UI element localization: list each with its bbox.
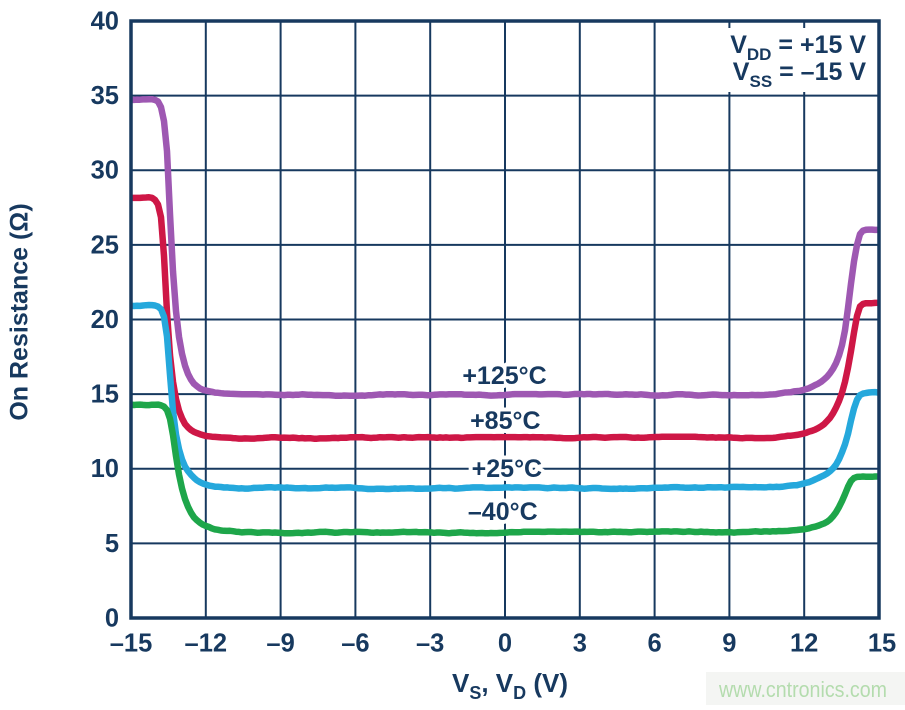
svg-text:15: 15 xyxy=(91,381,119,409)
svg-text:10: 10 xyxy=(91,455,119,483)
svg-text:+25°C: +25°C xyxy=(472,455,542,483)
svg-text:35: 35 xyxy=(91,82,119,110)
svg-text:3: 3 xyxy=(573,630,587,658)
svg-text:5: 5 xyxy=(105,530,119,558)
svg-text:On Resistance (Ω): On Resistance (Ω) xyxy=(6,203,34,420)
svg-text:–6: –6 xyxy=(341,630,369,658)
svg-text:0: 0 xyxy=(105,604,119,632)
svg-text:+125°C: +125°C xyxy=(462,362,546,390)
svg-text:9: 9 xyxy=(722,630,736,658)
svg-text:15: 15 xyxy=(868,630,896,658)
svg-text:–9: –9 xyxy=(266,630,294,658)
svg-text:0: 0 xyxy=(498,630,512,658)
svg-text:–12: –12 xyxy=(185,630,228,658)
svg-text:30: 30 xyxy=(91,157,119,185)
svg-text:–40°C: –40°C xyxy=(468,498,538,526)
svg-text:20: 20 xyxy=(91,306,119,334)
svg-text:40: 40 xyxy=(91,7,119,35)
svg-text:–40°C: –40°C xyxy=(468,498,538,526)
svg-text:www.cntronics.com: www.cntronics.com xyxy=(718,677,887,702)
svg-text:+85°C: +85°C xyxy=(470,407,540,435)
svg-text:+25°C: +25°C xyxy=(472,455,542,483)
svg-text:25: 25 xyxy=(91,231,119,259)
svg-text:+125°C: +125°C xyxy=(462,362,546,390)
svg-text:–3: –3 xyxy=(416,630,444,658)
svg-text:+85°C: +85°C xyxy=(470,407,540,435)
svg-text:–15: –15 xyxy=(110,630,153,658)
svg-text:6: 6 xyxy=(648,630,662,658)
svg-text:12: 12 xyxy=(790,630,818,658)
